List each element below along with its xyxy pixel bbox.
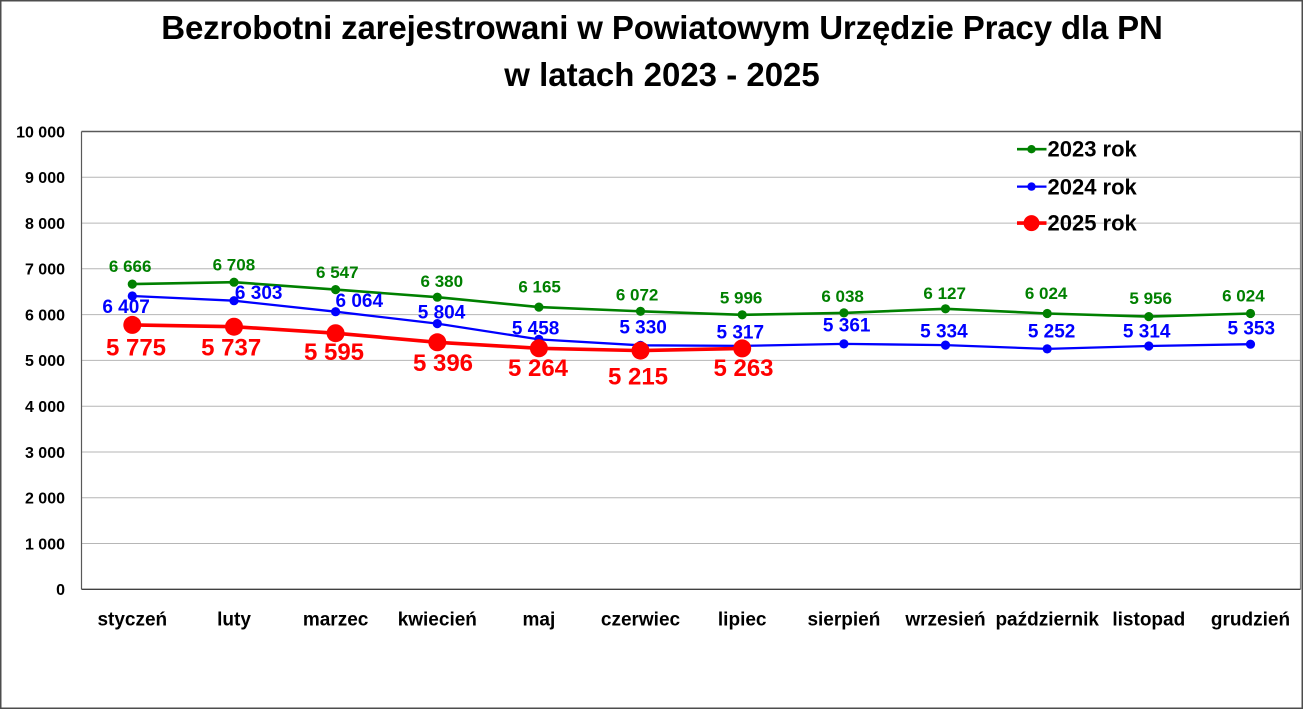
svg-text:0: 0 <box>56 582 65 599</box>
svg-text:4 000: 4 000 <box>25 399 65 416</box>
svg-text:6 000: 6 000 <box>25 307 65 324</box>
svg-text:wrzesień: wrzesień <box>904 609 985 630</box>
svg-text:1 000: 1 000 <box>25 536 65 553</box>
svg-text:2 000: 2 000 <box>25 491 65 508</box>
svg-text:maj: maj <box>523 609 556 630</box>
svg-text:5 361: 5 361 <box>823 316 871 337</box>
svg-text:5 804: 5 804 <box>418 303 466 324</box>
svg-text:6 666: 6 666 <box>109 257 152 276</box>
svg-text:5 956: 5 956 <box>1129 289 1172 308</box>
svg-text:6 380: 6 380 <box>421 272 464 291</box>
svg-text:6 303: 6 303 <box>235 283 283 304</box>
svg-text:6 038: 6 038 <box>821 287 864 306</box>
svg-text:grudzień: grudzień <box>1211 609 1290 630</box>
svg-text:czerwiec: czerwiec <box>601 609 681 630</box>
svg-text:styczeń: styczeń <box>97 609 167 630</box>
svg-text:w latach 2023 - 2025: w latach 2023 - 2025 <box>503 56 820 93</box>
svg-text:5 353: 5 353 <box>1228 319 1276 340</box>
svg-text:5 595: 5 595 <box>304 339 364 366</box>
svg-text:5 264: 5 264 <box>508 355 569 382</box>
svg-text:5 737: 5 737 <box>201 335 261 362</box>
svg-text:6 127: 6 127 <box>923 284 966 303</box>
svg-text:kwiecień: kwiecień <box>398 609 477 630</box>
svg-text:6 024: 6 024 <box>1025 284 1068 303</box>
svg-text:8 000: 8 000 <box>25 216 65 233</box>
svg-text:sierpień: sierpień <box>807 609 880 630</box>
svg-text:3 000: 3 000 <box>25 445 65 462</box>
svg-text:2024 rok: 2024 rok <box>1048 174 1138 199</box>
svg-text:5 000: 5 000 <box>25 353 65 370</box>
svg-text:6 165: 6 165 <box>518 277 561 296</box>
svg-text:7 000: 7 000 <box>25 262 65 279</box>
svg-text:6 708: 6 708 <box>213 255 256 274</box>
svg-text:5 458: 5 458 <box>512 318 560 339</box>
svg-text:2025 rok: 2025 rok <box>1048 211 1138 236</box>
svg-text:luty: luty <box>217 609 251 630</box>
svg-text:5 330: 5 330 <box>619 318 667 339</box>
svg-text:5 996: 5 996 <box>720 289 763 308</box>
svg-text:6 024: 6 024 <box>1222 287 1265 306</box>
svg-text:październik: październik <box>995 609 1099 630</box>
svg-text:10 000: 10 000 <box>16 124 65 141</box>
svg-text:5 215: 5 215 <box>608 363 668 390</box>
svg-text:5 396: 5 396 <box>413 350 473 377</box>
svg-text:5 314: 5 314 <box>1123 321 1171 342</box>
svg-text:6 407: 6 407 <box>102 297 150 318</box>
svg-text:listopad: listopad <box>1112 609 1185 630</box>
svg-text:marzec: marzec <box>303 609 369 630</box>
svg-text:5 775: 5 775 <box>106 335 166 362</box>
svg-text:5 317: 5 317 <box>717 323 765 344</box>
svg-text:2023 rok: 2023 rok <box>1048 137 1138 162</box>
svg-text:6 072: 6 072 <box>616 286 659 305</box>
svg-text:5 252: 5 252 <box>1028 321 1076 342</box>
svg-text:5 263: 5 263 <box>713 355 773 382</box>
svg-text:9 000: 9 000 <box>25 170 65 187</box>
svg-text:6 547: 6 547 <box>316 263 359 282</box>
svg-text:Bezrobotni zarejestrowani w Po: Bezrobotni zarejestrowani w Powiatowym U… <box>161 9 1162 46</box>
svg-text:lipiec: lipiec <box>718 609 767 630</box>
svg-text:6 064: 6 064 <box>336 291 384 312</box>
svg-text:5 334: 5 334 <box>920 321 968 342</box>
